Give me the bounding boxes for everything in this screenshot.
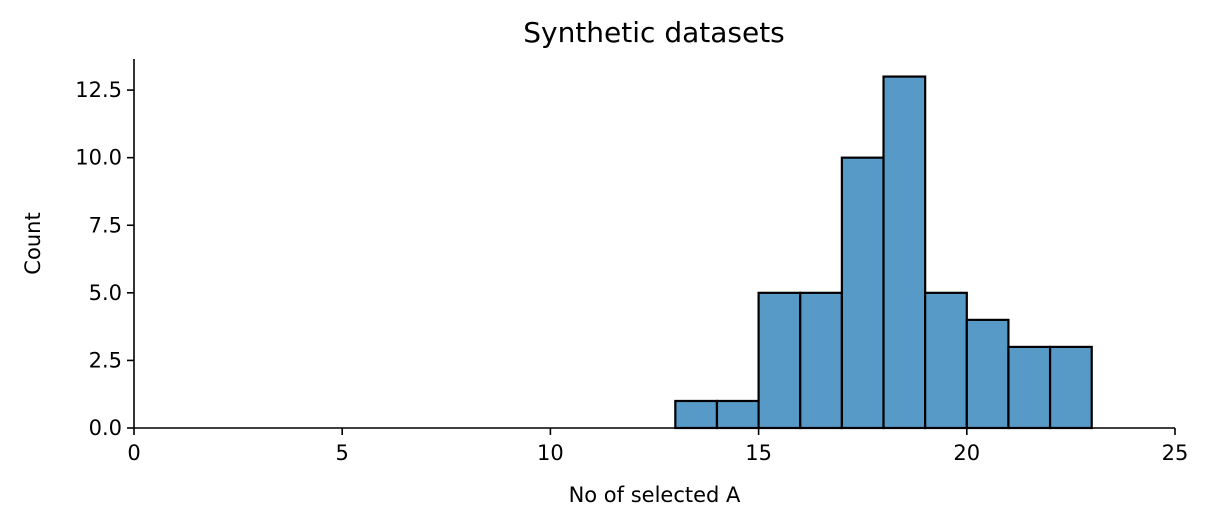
histogram-bar: [715, 399, 760, 430]
histogram-bar: [882, 75, 927, 430]
y-ticks-group: 0.0 2.5 5.0 7.5 10.0 12.5: [75, 78, 134, 440]
histogram-bar: [965, 318, 1010, 430]
x-ticks-group: 0 5 10 15 20 25: [127, 428, 1188, 465]
x-tick-label: 0: [127, 441, 140, 465]
bars-group: [674, 75, 1093, 430]
y-axis-label: Count: [21, 212, 45, 274]
x-axis-label: No of selected A: [569, 483, 741, 507]
histogram-bar: [799, 291, 843, 430]
x-tick-label: 20: [953, 441, 980, 465]
x-tick-label: 25: [1162, 441, 1189, 465]
histogram-bar: [840, 156, 885, 430]
histogram-bar: [674, 399, 719, 430]
y-tick-label: 0.0: [89, 416, 122, 440]
y-tick-label: 2.5: [89, 348, 122, 372]
x-tick-label: 10: [537, 441, 564, 465]
axes-group: [133, 59, 1175, 429]
x-tick-label: 5: [336, 441, 349, 465]
y-tick-label: 10.0: [75, 146, 122, 170]
histogram-bar: [1048, 345, 1093, 430]
histogram-bar: [1007, 345, 1052, 430]
histogram-bar: [757, 291, 802, 430]
y-tick-label: 7.5: [89, 213, 122, 237]
y-tick-label: 12.5: [75, 78, 122, 102]
y-tick-label: 5.0: [89, 281, 122, 305]
chart-title: Synthetic datasets: [523, 16, 785, 49]
histogram-bar: [924, 291, 968, 430]
x-tick-label: 15: [745, 441, 772, 465]
